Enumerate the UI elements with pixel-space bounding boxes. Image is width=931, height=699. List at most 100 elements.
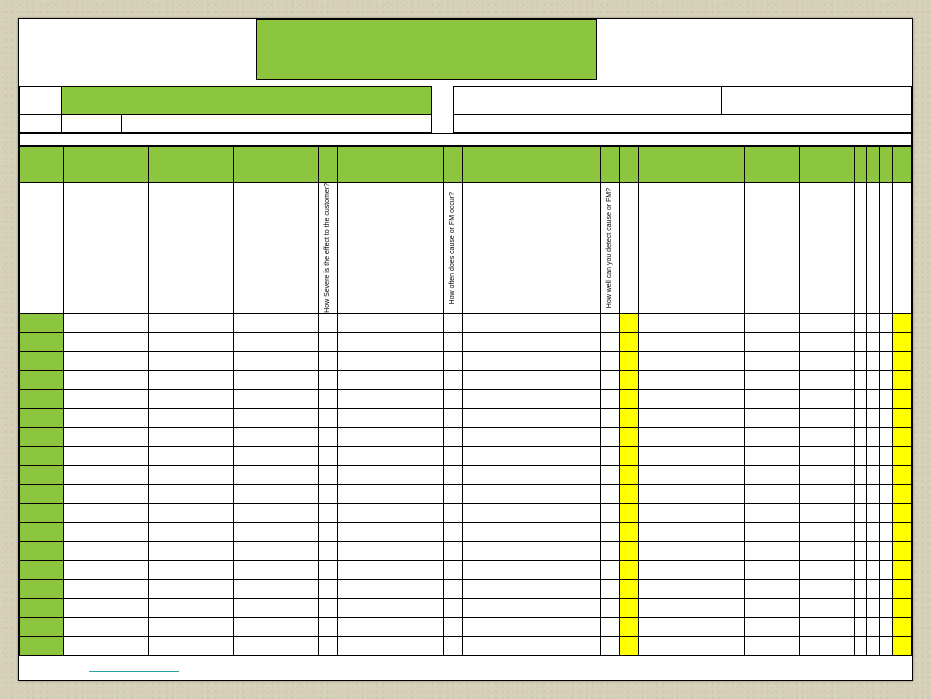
cell[interactable] — [638, 370, 744, 389]
cell[interactable] — [854, 389, 867, 408]
cell[interactable] — [443, 579, 462, 598]
cell[interactable] — [149, 579, 234, 598]
cell[interactable] — [443, 465, 462, 484]
cell[interactable] — [337, 389, 443, 408]
cell[interactable] — [64, 636, 149, 655]
cell[interactable] — [337, 484, 443, 503]
cell[interactable] — [619, 465, 638, 484]
cell[interactable] — [64, 503, 149, 522]
cell[interactable] — [892, 503, 911, 522]
cell[interactable] — [880, 541, 893, 560]
cell[interactable] — [600, 636, 619, 655]
cell[interactable] — [337, 446, 443, 465]
cell[interactable] — [892, 370, 911, 389]
cell[interactable] — [867, 503, 880, 522]
cell[interactable] — [462, 332, 600, 351]
cell[interactable] — [20, 541, 64, 560]
cell[interactable] — [600, 370, 619, 389]
cell[interactable] — [892, 427, 911, 446]
cell[interactable] — [744, 636, 799, 655]
cell[interactable] — [337, 617, 443, 636]
cell[interactable] — [149, 465, 234, 484]
cell[interactable] — [318, 332, 337, 351]
cell[interactable] — [892, 389, 911, 408]
cell[interactable] — [744, 579, 799, 598]
cell[interactable] — [600, 503, 619, 522]
cell[interactable] — [854, 484, 867, 503]
cell[interactable] — [867, 370, 880, 389]
cell[interactable] — [638, 617, 744, 636]
cell[interactable] — [443, 522, 462, 541]
cell[interactable] — [20, 332, 64, 351]
cell[interactable] — [854, 370, 867, 389]
cell[interactable] — [20, 389, 64, 408]
cell[interactable] — [600, 484, 619, 503]
cell[interactable] — [619, 522, 638, 541]
cell[interactable] — [20, 522, 64, 541]
cell[interactable] — [20, 408, 64, 427]
cell[interactable] — [149, 598, 234, 617]
cell[interactable] — [462, 465, 600, 484]
cell[interactable] — [318, 427, 337, 446]
cell[interactable] — [233, 313, 318, 332]
cell[interactable] — [880, 617, 893, 636]
cell[interactable] — [20, 427, 64, 446]
cell[interactable] — [600, 598, 619, 617]
cell[interactable] — [854, 617, 867, 636]
cell[interactable] — [318, 541, 337, 560]
cell[interactable] — [318, 408, 337, 427]
cell[interactable] — [638, 427, 744, 446]
cell[interactable] — [20, 579, 64, 598]
cell[interactable] — [600, 465, 619, 484]
cell[interactable] — [233, 617, 318, 636]
cell[interactable] — [638, 313, 744, 332]
cell[interactable] — [337, 351, 443, 370]
cell[interactable] — [892, 617, 911, 636]
cell[interactable] — [619, 541, 638, 560]
cell[interactable] — [64, 408, 149, 427]
cell[interactable] — [233, 636, 318, 655]
cell[interactable] — [619, 484, 638, 503]
cell[interactable] — [462, 370, 600, 389]
cell[interactable] — [20, 465, 64, 484]
cell[interactable] — [443, 598, 462, 617]
cell[interactable] — [892, 446, 911, 465]
cell[interactable] — [799, 389, 854, 408]
cell[interactable] — [20, 446, 64, 465]
cell[interactable] — [337, 636, 443, 655]
cell[interactable] — [854, 560, 867, 579]
cell[interactable] — [462, 560, 600, 579]
cell[interactable] — [619, 636, 638, 655]
cell[interactable] — [443, 389, 462, 408]
cell[interactable] — [318, 636, 337, 655]
cell[interactable] — [880, 332, 893, 351]
cell[interactable] — [462, 484, 600, 503]
cell[interactable] — [744, 617, 799, 636]
cell[interactable] — [744, 465, 799, 484]
cell[interactable] — [600, 351, 619, 370]
cell[interactable] — [20, 617, 64, 636]
cell[interactable] — [880, 446, 893, 465]
cell[interactable] — [443, 351, 462, 370]
cell[interactable] — [337, 313, 443, 332]
cell[interactable] — [867, 484, 880, 503]
cell[interactable] — [64, 389, 149, 408]
cell[interactable] — [744, 503, 799, 522]
cell[interactable] — [867, 446, 880, 465]
cell[interactable] — [443, 313, 462, 332]
cell[interactable] — [337, 560, 443, 579]
cell[interactable] — [443, 617, 462, 636]
cell[interactable] — [744, 484, 799, 503]
cell[interactable] — [619, 617, 638, 636]
cell[interactable] — [880, 636, 893, 655]
cell[interactable] — [318, 598, 337, 617]
cell[interactable] — [880, 503, 893, 522]
cell[interactable] — [462, 617, 600, 636]
cell[interactable] — [318, 351, 337, 370]
cell[interactable] — [149, 617, 234, 636]
cell[interactable] — [600, 522, 619, 541]
cell[interactable] — [799, 579, 854, 598]
cell[interactable] — [64, 541, 149, 560]
cell[interactable] — [233, 579, 318, 598]
cell[interactable] — [867, 427, 880, 446]
